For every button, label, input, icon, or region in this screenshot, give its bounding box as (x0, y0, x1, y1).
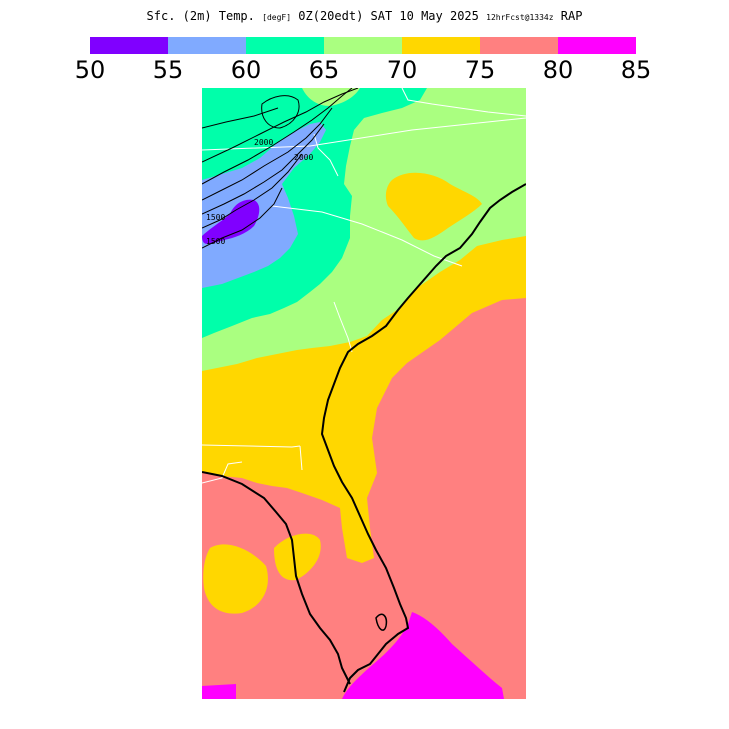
contour-label: 1500 (206, 213, 225, 222)
title-model: RAP (560, 9, 583, 23)
colorbar-segment (324, 37, 402, 54)
contour-label: 1500 (206, 237, 225, 246)
colorbar-segment (168, 37, 246, 54)
band-80-85 (342, 612, 504, 699)
colorbar-label: 70 (386, 56, 418, 84)
colorbar-segment (402, 37, 480, 54)
colorbar-label: 60 (230, 56, 262, 84)
colorbar-label: 65 (308, 56, 340, 84)
band-70-75-patch (203, 544, 268, 614)
title-forecast: 12hrFcst@1334z (486, 13, 554, 22)
colorbar-segment (558, 37, 636, 54)
band-75-80-edge (506, 358, 526, 390)
terrain-contours (202, 88, 359, 249)
state-borders (202, 88, 526, 484)
title-units: [degF] (262, 13, 292, 22)
colorbar-segment (480, 37, 558, 54)
colorbar-labels: 50 55 60 65 70 75 80 85 (0, 56, 729, 86)
temperature-colorbar (90, 37, 636, 54)
colorbar-label: 75 (464, 56, 496, 84)
band-65-70-patch (378, 114, 416, 135)
colorbar-segment (246, 37, 324, 54)
contour-label: 2000 (294, 153, 313, 162)
colorbar-segment (90, 37, 168, 54)
band-80-85-patch (202, 684, 236, 699)
temperature-map: 2000 2000 1500 1500 (202, 88, 526, 699)
colorbar-label: 85 (620, 56, 652, 84)
title-main: Sfc. (2m) Temp. (146, 9, 255, 23)
map-title: Sfc. (2m) Temp. [degF] 0Z(20edt) SAT 10 … (0, 9, 729, 27)
colorbar-label: 55 (152, 56, 184, 84)
colorbar-label: 50 (74, 56, 106, 84)
coastline (202, 183, 526, 693)
band-60-65 (202, 88, 427, 338)
band-50-55 (202, 199, 260, 244)
colorbar-label: 80 (542, 56, 574, 84)
band-70-75-patch (274, 533, 321, 581)
contour-label: 2000 (254, 138, 273, 147)
title-valid-time: 0Z(20edt) SAT 10 May 2025 (298, 9, 479, 23)
band-70-75-blob (385, 172, 482, 241)
